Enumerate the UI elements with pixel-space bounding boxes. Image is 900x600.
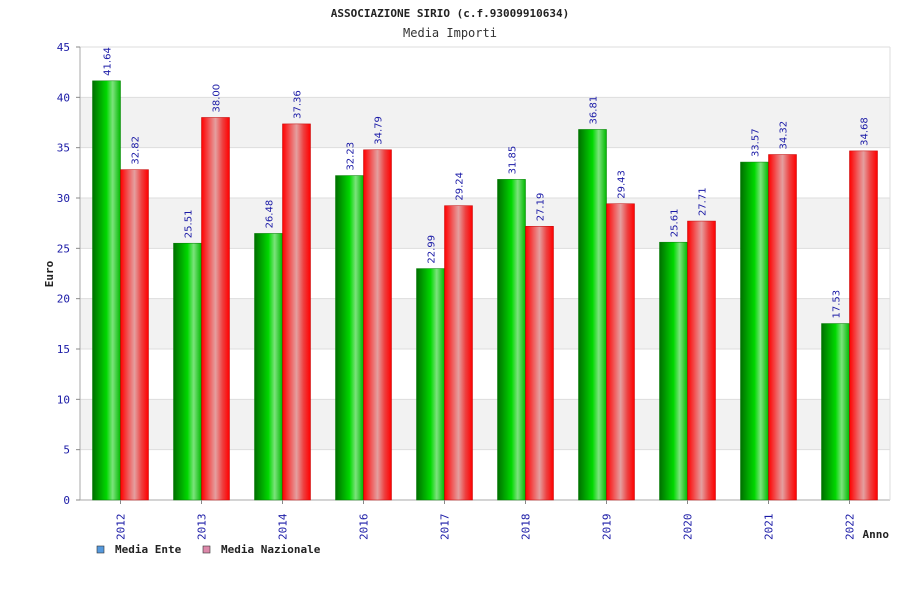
data-label-media-nazionale-2017: 29.24: [455, 172, 466, 201]
y-tick-label: 15: [57, 343, 70, 356]
x-tick-label-2022: 2022: [844, 514, 857, 541]
bar-media-nazionale-2016: [363, 149, 392, 501]
bar-media-ente-2017: [416, 268, 445, 501]
x-tick-label-2016: 2016: [358, 514, 371, 541]
bar-media-ente-2014: [254, 233, 283, 501]
data-label-media-nazionale-2016: 34.79: [374, 116, 385, 145]
data-label-media-ente-2014: 26.48: [265, 200, 276, 229]
chart-subtitle: Media Importi: [403, 26, 497, 40]
bar-media-nazionale-2022: [849, 150, 878, 501]
data-label-media-nazionale-2022: 34.68: [860, 117, 871, 146]
legend-label-media-nazionale: Media Nazionale: [221, 543, 321, 556]
data-label-media-ente-2019: 36.81: [589, 96, 600, 125]
bar-media-nazionale-2019: [606, 203, 635, 501]
data-label-media-ente-2016: 32.23: [346, 142, 357, 171]
bar-media-nazionale-2012: [120, 169, 149, 501]
bar-data-labels: 41.64 32.82 25.51 38.00 26.48 37.36 32.23 34.79…: [103, 47, 871, 318]
x-tick-label-2018: 2018: [520, 514, 533, 541]
data-label-media-nazionale-2018: 27.19: [536, 193, 547, 222]
x-tick-label-2021: 2021: [763, 514, 776, 541]
data-label-media-nazionale-2020: 27.71: [698, 187, 709, 216]
y-tick-label: 45: [57, 41, 70, 54]
y-axis-ticks: 0 5 10 15 20 25 30 35 40 45: [57, 41, 80, 507]
data-label-media-ente-2018: 31.85: [508, 146, 519, 175]
data-label-media-ente-2013: 25.51: [184, 210, 195, 239]
x-tick-label-2019: 2019: [601, 514, 614, 541]
x-tick-label-2014: 2014: [277, 513, 290, 540]
bar-media-ente-2016: [335, 175, 364, 501]
data-label-media-ente-2020: 25.61: [670, 209, 681, 238]
data-label-media-nazionale-2013: 38.00: [212, 84, 223, 113]
bar-media-nazionale-2018: [525, 226, 554, 501]
bar-media-ente-2018: [497, 179, 526, 501]
x-axis-ticks: 2012 2013 2014 2016 2017 2018 2019 2020 2021 2022: [115, 500, 857, 540]
chart-title: ASSOCIAZIONE SIRIO (c.f.93009910634): [331, 7, 569, 20]
bar-media-ente-2012: [92, 80, 121, 501]
bar-media-nazionale-2013: [201, 117, 230, 501]
x-tick-label-2020: 2020: [682, 514, 695, 541]
y-axis-label: Euro: [43, 260, 56, 287]
bar-media-nazionale-2021: [768, 154, 797, 501]
legend: Media Ente Media Nazionale: [96, 543, 321, 556]
y-tick-label: 25: [57, 242, 70, 255]
data-label-media-nazionale-2019: 29.43: [617, 170, 628, 199]
legend-swatch-media-nazionale: [202, 545, 211, 554]
y-tick-label: 30: [57, 192, 70, 205]
y-tick-label: 20: [57, 293, 70, 306]
bar-media-ente-2013: [173, 242, 202, 501]
bar-media-ente-2021: [740, 161, 769, 501]
bar-media-nazionale-2020: [687, 220, 716, 501]
y-tick-label: 10: [57, 393, 70, 406]
x-axis-label: Anno: [863, 528, 890, 541]
legend-swatch-media-ente: [96, 545, 105, 554]
data-label-media-ente-2012: 41.64: [103, 47, 114, 76]
data-label-media-ente-2022: 17.53: [832, 290, 843, 319]
bar-media-nazionale-2014: [282, 123, 311, 501]
data-label-media-nazionale-2012: 32.82: [131, 136, 142, 165]
data-label-media-ente-2017: 22.99: [427, 235, 438, 264]
y-tick-label: 5: [63, 444, 70, 457]
x-tick-label-2013: 2013: [196, 514, 209, 541]
bar-media-ente-2020: [659, 241, 688, 501]
bar-media-ente-2019: [578, 129, 607, 501]
legend-label-media-ente: Media Ente: [115, 543, 182, 556]
data-label-media-nazionale-2021: 34.32: [779, 121, 790, 150]
x-tick-label-2012: 2012: [115, 514, 128, 541]
y-tick-label: 0: [63, 494, 70, 507]
data-label-media-ente-2021: 33.57: [751, 128, 762, 157]
bar-media-nazionale-2017: [444, 205, 473, 501]
x-tick-label-2017: 2017: [439, 514, 452, 541]
data-label-media-nazionale-2014: 37.36: [293, 90, 304, 119]
bar-media-ente-2022: [821, 323, 850, 501]
y-tick-label: 35: [57, 142, 70, 155]
bars: [92, 80, 878, 501]
y-tick-label: 40: [57, 91, 70, 104]
